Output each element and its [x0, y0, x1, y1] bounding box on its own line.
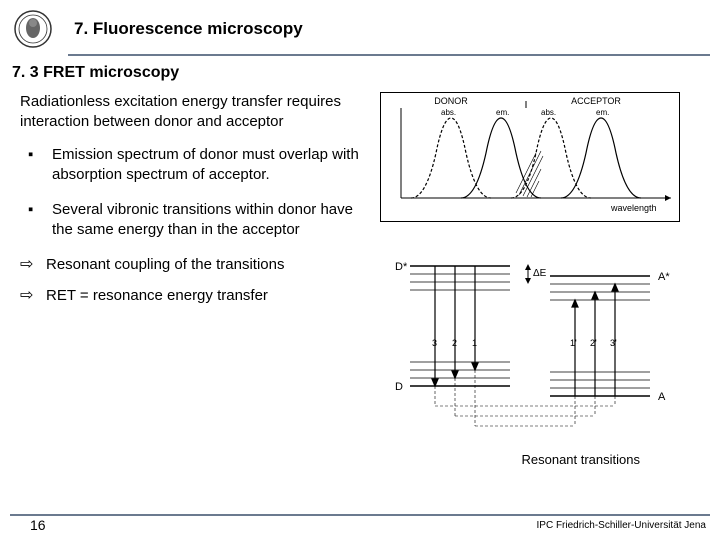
svg-text:3': 3' [610, 338, 617, 348]
figure-column: DONOR ACCEPTOR abs. em. abs. em. wavelen… [370, 92, 690, 467]
svg-text:2': 2' [590, 338, 597, 348]
bullet-text: Several vibronic transitions within dono… [52, 200, 362, 239]
bullet-text: Emission spectrum of donor must overlap … [52, 145, 362, 184]
header: 7. Fluorescence microscopy [0, 0, 720, 54]
svg-text:1': 1' [570, 338, 577, 348]
svg-text:em.: em. [596, 108, 609, 117]
header-divider [68, 54, 710, 56]
university-seal-icon [10, 6, 56, 52]
a-ground-label: A [658, 391, 666, 403]
svg-text:ΔE: ΔE [533, 268, 547, 279]
svg-text:em.: em. [496, 108, 509, 117]
bullet-list: ▪ Emission spectrum of donor must overla… [28, 145, 362, 239]
svg-text:3: 3 [432, 338, 437, 348]
spectral-overlap-diagram: DONOR ACCEPTOR abs. em. abs. em. wavelen… [380, 92, 680, 222]
intro-paragraph: Radiationless excitation energy transfer… [20, 92, 362, 131]
svg-text:2: 2 [452, 338, 457, 348]
list-item: ▪ Several vibronic transitions within do… [28, 200, 362, 239]
d-star-label: D* [395, 261, 408, 273]
list-item: ⇨ Resonant coupling of the transitions [20, 255, 362, 276]
institution-name: IPC Friedrich-Schiller-Universität Jena [537, 520, 707, 531]
arrow-text: RET = resonance energy transfer [46, 286, 362, 307]
chapter-title: 7. Fluorescence microscopy [74, 19, 303, 39]
svg-text:abs.: abs. [541, 108, 556, 117]
arrow-right-icon: ⇨ [20, 255, 46, 276]
figure-caption: Resonant transitions [380, 452, 680, 467]
list-item: ⇨ RET = resonance energy transfer [20, 286, 362, 307]
square-bullet-icon: ▪ [28, 200, 52, 239]
svg-text:abs.: abs. [441, 108, 456, 117]
text-column: Radiationless excitation energy transfer… [10, 92, 370, 467]
footer: 16 IPC Friedrich-Schiller-Universität Je… [0, 514, 720, 540]
svg-text:wavelength: wavelength [610, 203, 657, 213]
page-number: 16 [30, 517, 46, 533]
section-title: 7. 3 FRET microscopy [12, 64, 710, 82]
energy-level-diagram: D* D A* A [380, 246, 680, 446]
arrow-text: Resonant coupling of the transitions [46, 255, 362, 276]
content-area: Radiationless excitation energy transfer… [0, 92, 720, 467]
arrow-list: ⇨ Resonant coupling of the transitions ⇨… [20, 255, 362, 307]
acceptor-label: ACCEPTOR [571, 96, 621, 106]
d-ground-label: D [395, 381, 403, 393]
svg-text:1: 1 [472, 338, 477, 348]
square-bullet-icon: ▪ [28, 145, 52, 184]
arrow-right-icon: ⇨ [20, 286, 46, 307]
a-star-label: A* [658, 271, 670, 283]
list-item: ▪ Emission spectrum of donor must overla… [28, 145, 362, 184]
donor-label: DONOR [434, 96, 468, 106]
